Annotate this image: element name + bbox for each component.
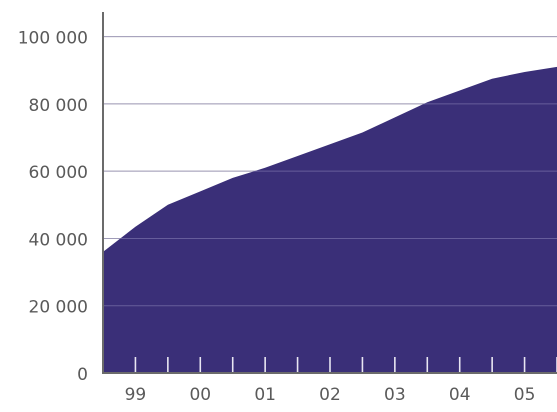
overlay-lines bbox=[103, 36, 557, 307]
x-tick-label: 00 bbox=[189, 385, 211, 405]
y-tick-label: 100 000 bbox=[18, 29, 88, 49]
y-tick-label: 80 000 bbox=[29, 96, 88, 116]
area-series bbox=[103, 66, 557, 374]
x-tick-label: 02 bbox=[319, 385, 341, 405]
x-tick-label: 05 bbox=[514, 385, 536, 405]
x-tick-labels: 99 00 01 02 03 04 05 bbox=[125, 385, 536, 405]
x-tick-label: 04 bbox=[449, 385, 471, 405]
x-tick-label: 99 bbox=[125, 385, 147, 405]
y-tick-label: 60 000 bbox=[29, 163, 88, 183]
x-tick-label: 01 bbox=[254, 385, 276, 405]
y-tick-label: 40 000 bbox=[29, 230, 88, 250]
y-tick-labels: 0 20 000 40 000 60 000 80 000 100 000 bbox=[18, 29, 88, 385]
x-tick-label: 03 bbox=[384, 385, 406, 405]
y-tick-label: 20 000 bbox=[29, 298, 88, 318]
axes bbox=[102, 12, 557, 374]
y-tick-label: 0 bbox=[77, 365, 88, 385]
